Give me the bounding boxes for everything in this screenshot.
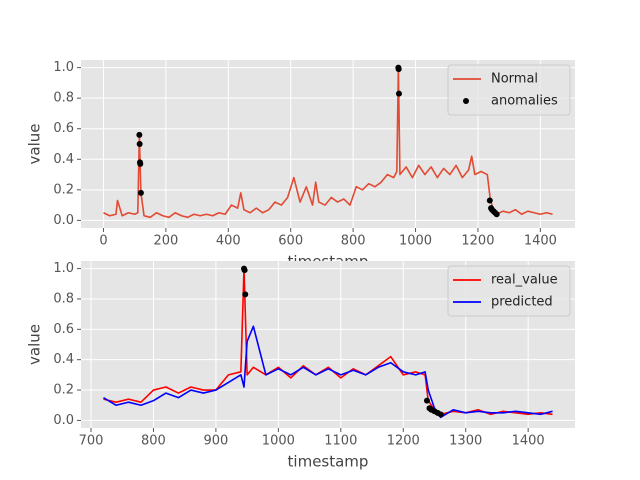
x-tick-label: 1100 — [324, 434, 357, 449]
x-tick-label: 200 — [153, 234, 178, 249]
legend-label: real_value — [491, 273, 558, 288]
y-tick-label: 0.4 — [53, 152, 74, 167]
x-tick-label: 1000 — [262, 434, 295, 449]
legend-label: Normal — [491, 72, 538, 87]
anomaly-point — [493, 211, 500, 218]
y-axis-label: value — [26, 324, 44, 365]
legend — [447, 64, 571, 116]
legend-label: anomalies — [491, 94, 558, 109]
legend-marker — [463, 98, 469, 104]
y-tick-label: 0.6 — [53, 121, 74, 136]
x-tick-label: 0 — [99, 234, 107, 249]
anomaly-point — [395, 90, 402, 97]
y-tick-label: 1.0 — [53, 261, 74, 276]
legend — [447, 265, 571, 317]
anomaly-point — [137, 160, 144, 167]
x-tick-label: 800 — [141, 434, 166, 449]
y-tick-label: 0.8 — [53, 91, 74, 106]
anomaly-point — [423, 397, 430, 404]
y-tick-label: 0.0 — [53, 413, 74, 428]
x-axis-label: timestamp — [288, 453, 369, 471]
x-tick-label: 800 — [341, 234, 366, 249]
legend-label: predicted — [491, 295, 553, 310]
x-tick-label: 1200 — [387, 434, 420, 449]
x-tick-label: 1300 — [449, 434, 482, 449]
y-tick-label: 0.8 — [53, 291, 74, 306]
x-tick-label: 1400 — [524, 234, 557, 249]
x-tick-label: 600 — [278, 234, 303, 249]
anomaly-point — [241, 267, 248, 274]
y-tick-label: 0.4 — [53, 352, 74, 367]
anomaly-point — [395, 66, 402, 73]
series-line — [103, 66, 553, 219]
anomaly-point — [137, 189, 144, 196]
x-tick-label: 1200 — [461, 234, 494, 249]
anomaly-point — [242, 291, 249, 298]
y-tick-label: 0.2 — [53, 383, 74, 398]
y-tick-label: 1.0 — [53, 60, 74, 75]
anomaly-point — [136, 131, 143, 138]
anomaly-point — [486, 197, 493, 204]
anomaly-point — [437, 411, 444, 418]
x-tick-label: 1400 — [512, 434, 545, 449]
x-tick-label: 400 — [216, 234, 241, 249]
series-line — [103, 325, 553, 419]
x-tick-label: 1000 — [399, 234, 432, 249]
y-tick-label: 0.0 — [53, 213, 74, 228]
x-tick-label: 700 — [79, 434, 104, 449]
y-axis-label: value — [26, 124, 44, 165]
y-tick-label: 0.6 — [53, 322, 74, 337]
x-tick-label: 900 — [203, 434, 228, 449]
y-tick-label: 0.2 — [53, 182, 74, 197]
anomaly-point — [136, 141, 143, 147]
